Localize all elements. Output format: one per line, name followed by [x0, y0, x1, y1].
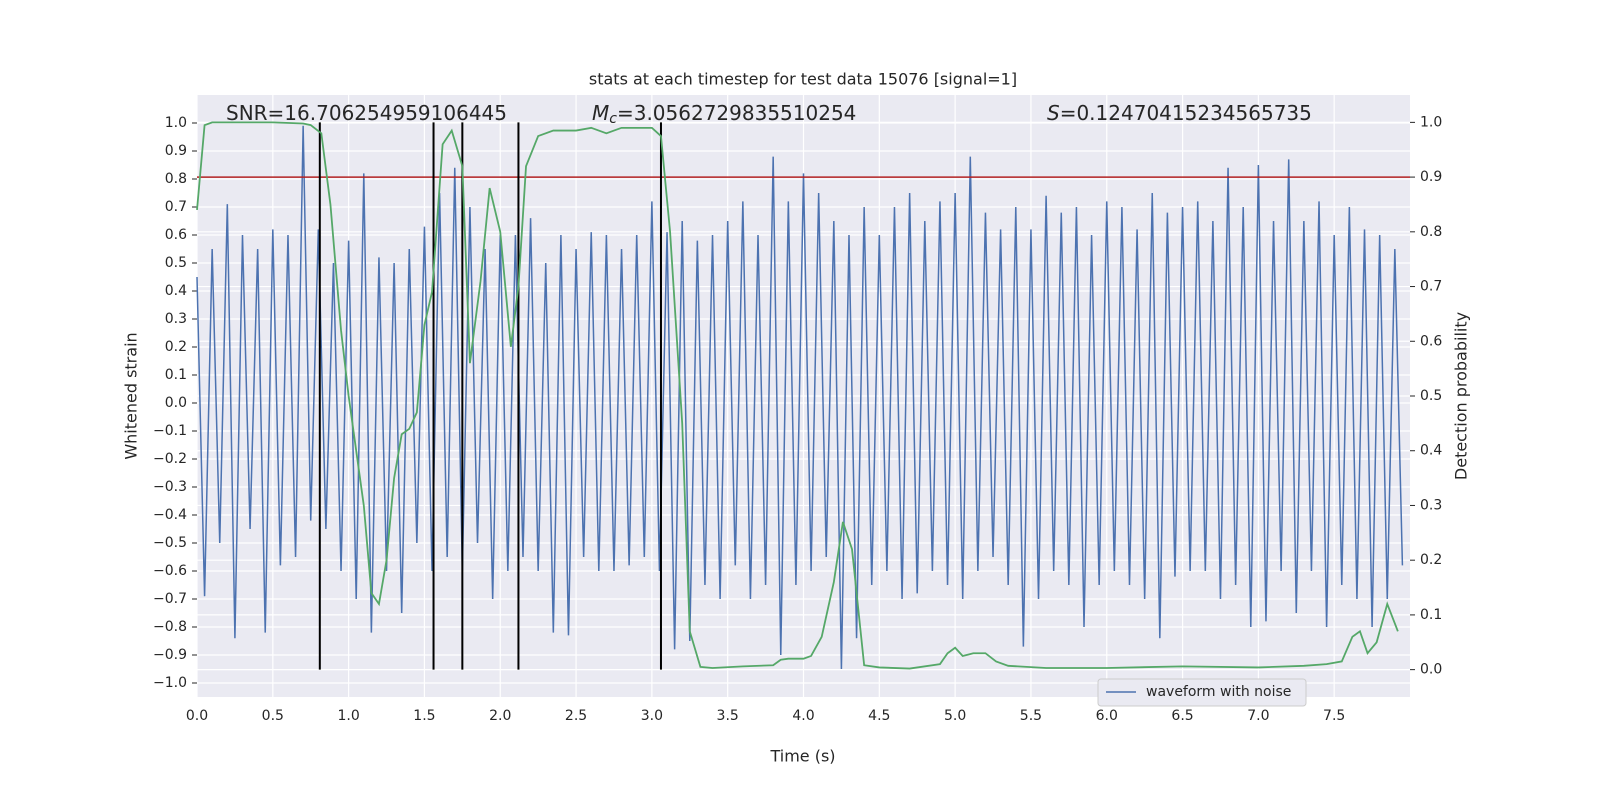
annotation-symbol: S	[1047, 101, 1060, 125]
y-tick-label: −0.5	[153, 535, 187, 551]
waveform-line	[196, 125, 1404, 670]
probability-line	[196, 121, 1399, 670]
y2-tick-label: 0.0	[1420, 662, 1442, 678]
x-tick-label: 0.0	[186, 708, 208, 724]
y-tick-label: −0.4	[153, 507, 187, 523]
x-tick-label: 2.0	[489, 708, 511, 724]
y-tick-label: −1.0	[153, 675, 187, 691]
y-tick-label: 0.0	[165, 395, 187, 411]
y-tick-label: 0.7	[165, 199, 187, 215]
y-tick-label: −0.1	[153, 423, 187, 439]
x-tick-label: 1.0	[337, 708, 359, 724]
y-tick-label: 0.6	[165, 227, 187, 243]
y-tick-label: 0.3	[165, 311, 187, 327]
x-tick-label: 3.5	[717, 708, 739, 724]
y2-axis-label: Detection probability	[1452, 312, 1471, 480]
y-tick-label: −0.8	[153, 619, 187, 635]
x-tick-label: 3.0	[641, 708, 663, 724]
y2-tick-label: 0.3	[1420, 497, 1442, 513]
annotation-text: =3.0562729835510254	[617, 101, 856, 125]
y-tick-label: 0.4	[165, 283, 187, 299]
x-tick-label: 7.5	[1323, 708, 1345, 724]
x-tick-label: 6.0	[1096, 708, 1118, 724]
x-tick-label: 5.5	[1020, 708, 1042, 724]
x-tick-label: 1.5	[413, 708, 435, 724]
y-tick-label: −0.7	[153, 591, 187, 607]
legend-label: waveform with noise	[1146, 684, 1291, 700]
y2-tick-label: 0.2	[1420, 552, 1442, 568]
y2-tick-label: 1.0	[1420, 114, 1442, 130]
x-tick-label: 4.5	[868, 708, 890, 724]
y-tick-label: −0.6	[153, 563, 187, 579]
x-tick-label: 0.5	[262, 708, 284, 724]
x-axis-label: Time (s)	[769, 747, 835, 766]
y-tick-label: 1.0	[165, 115, 187, 131]
annotation-subscript: c	[609, 111, 617, 127]
annotation-symbol: M	[592, 101, 609, 125]
y2-tick-label: 0.6	[1420, 333, 1442, 349]
y-tick-label: 0.9	[165, 143, 187, 159]
legend: waveform with noise	[1097, 678, 1307, 707]
x-tick-label: 2.5	[565, 708, 587, 724]
y2-tick-label: 0.7	[1420, 279, 1442, 295]
x-tick-label: 4.0	[792, 708, 814, 724]
annotation: Mc=3.0562729835510254	[592, 101, 856, 128]
chart-title: stats at each timestep for test data 150…	[589, 70, 1017, 89]
legend-box	[1097, 678, 1307, 707]
y-tick-label: 0.5	[165, 255, 187, 271]
y-tick-label: 0.1	[165, 367, 187, 383]
y-tick-label: −0.3	[153, 479, 187, 495]
annotation: SNR=16.706254959106445	[226, 101, 507, 125]
y2-tick-label: 0.8	[1420, 224, 1442, 240]
y-tick-label: 0.2	[165, 339, 187, 355]
x-tick-label: 5.0	[944, 708, 966, 724]
y2-tick-label: 0.5	[1420, 388, 1442, 404]
y-axis-label: Whitened strain	[122, 332, 141, 459]
y-tick-label: −0.9	[153, 647, 187, 663]
y2-tick-label: 0.9	[1420, 169, 1442, 185]
annotation-text: =0.12470415234565735	[1060, 101, 1312, 125]
y-tick-label: 0.8	[165, 171, 187, 187]
x-tick-label: 7.0	[1247, 708, 1269, 724]
y2-tick-label: 0.1	[1420, 607, 1442, 623]
annotation-text: SNR=16.706254959106445	[226, 101, 507, 125]
y-tick-label: −0.2	[153, 451, 187, 467]
x-tick-label: 6.5	[1171, 708, 1193, 724]
y2-tick-label: 0.4	[1420, 443, 1442, 459]
annotation: S=0.12470415234565735	[1047, 101, 1312, 125]
